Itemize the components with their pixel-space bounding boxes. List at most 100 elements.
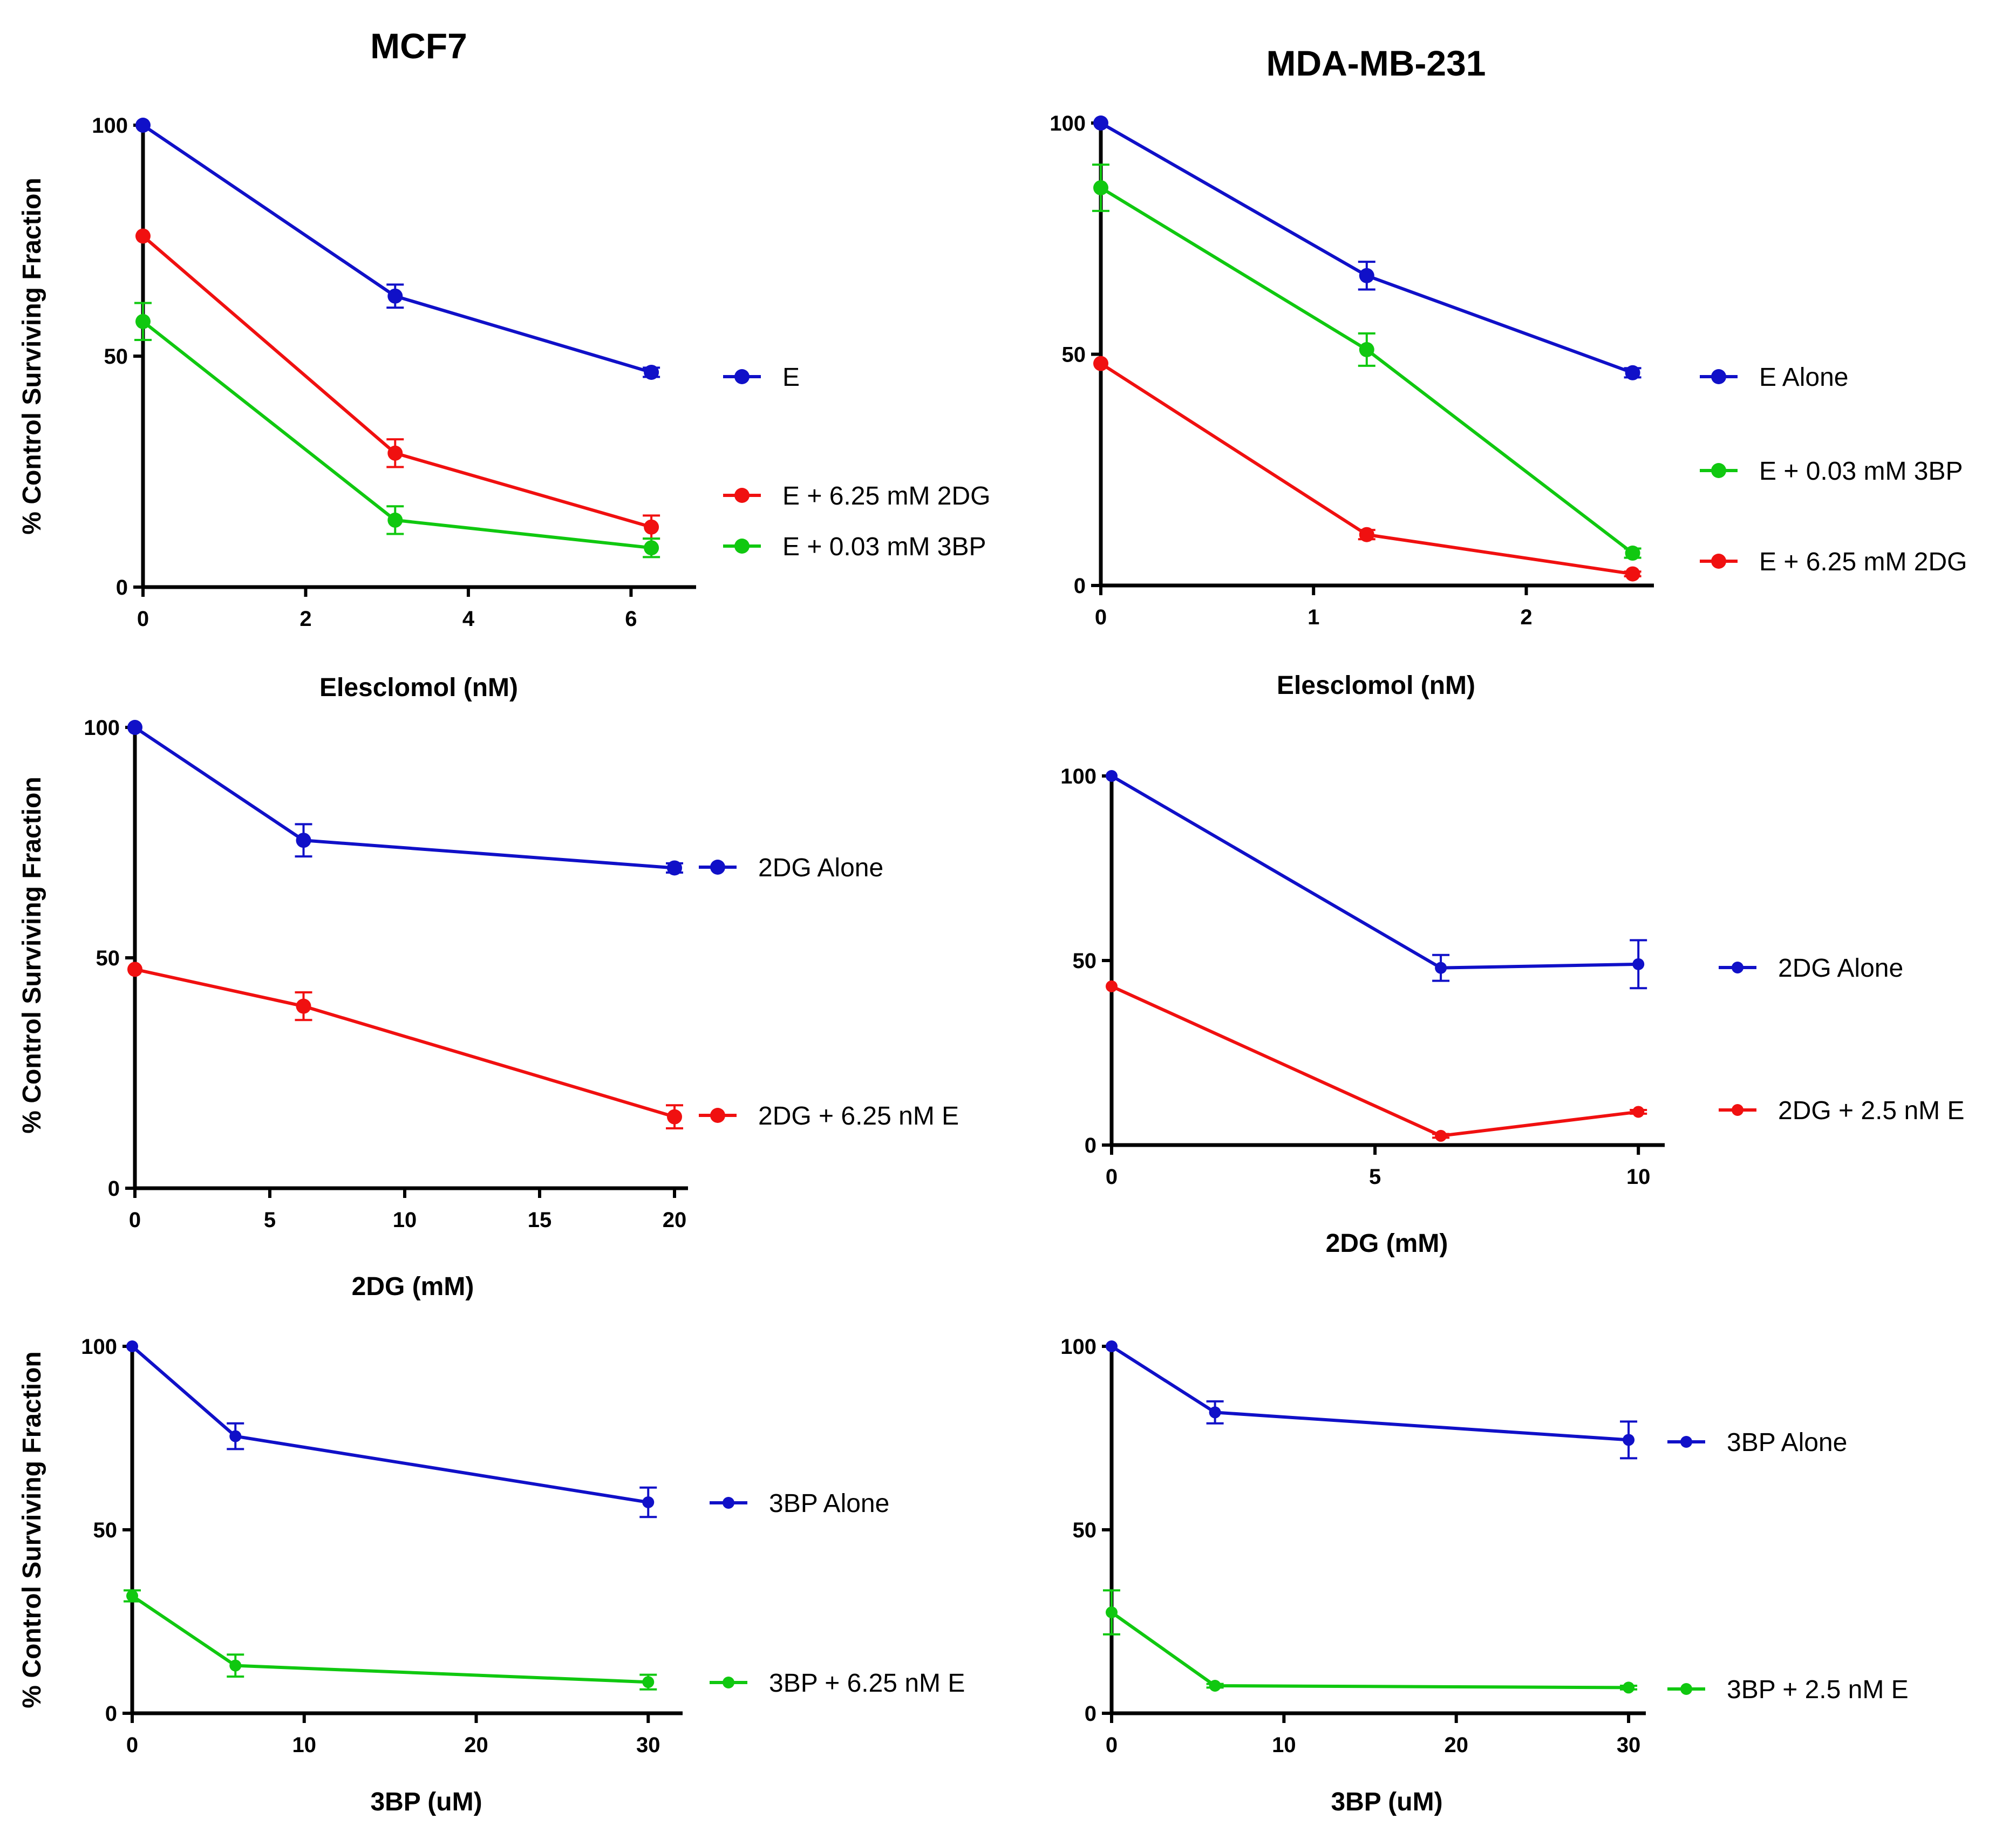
x-tick-label: 0 [126, 1733, 138, 1757]
y-tick-label: 100 [1060, 1335, 1096, 1359]
y-tick-label: 100 [81, 1335, 117, 1359]
legend-marker [1711, 369, 1726, 384]
y-tick-label: 50 [1073, 1518, 1097, 1542]
series-line [1111, 985, 1639, 1138]
y-tick-label: 100 [1050, 112, 1086, 135]
data-point [644, 519, 659, 535]
x-axis-label: 2DG (mM) [352, 1272, 474, 1301]
legend-entry: E [723, 363, 800, 392]
x-tick-label: 5 [264, 1208, 276, 1232]
data-point [1209, 1680, 1221, 1692]
data-point [127, 962, 142, 977]
legend-label: E [782, 363, 800, 392]
series-line [134, 726, 675, 870]
x-tick-label: 2 [299, 607, 311, 631]
x-tick-label: 10 [393, 1208, 417, 1232]
series-green [1092, 164, 1642, 561]
x-tick-label: 0 [129, 1208, 141, 1232]
data-point [126, 1590, 138, 1602]
x-tick-label: 10 [1626, 1165, 1651, 1189]
x-tick-label: 0 [1106, 1733, 1118, 1757]
x-axis-label: Elesclomol (nM) [1277, 671, 1475, 700]
data-point [1359, 527, 1374, 542]
legend-entry: E Alone [1700, 363, 1848, 392]
series-line [1111, 774, 1639, 970]
data-point [1359, 268, 1374, 283]
data-point [1093, 115, 1108, 131]
x-tick-label: 4 [462, 607, 475, 631]
legend-marker [1680, 1683, 1692, 1695]
data-point [387, 445, 403, 461]
chart-panel-top-right: 0 1 2 0 50 100 Elesclomol (nM) E Alone E + 0.03 … [1050, 112, 1967, 700]
x-tick-label: 10 [292, 1733, 317, 1757]
legend-marker [1732, 1104, 1743, 1116]
data-point [135, 118, 151, 133]
x-tick-label: 15 [528, 1208, 552, 1232]
legend-label: E + 6.25 mM 2DG [1759, 548, 1967, 576]
series-red [135, 228, 660, 540]
series-line [131, 1594, 649, 1684]
x-tick-label: 1 [1307, 605, 1319, 629]
legend-entry: E + 6.25 mM 2DG [723, 482, 990, 510]
x-tick-label: 6 [625, 607, 637, 631]
y-tick-label: 50 [1062, 343, 1086, 367]
chart-panel-middle-left: 0 5 10 15 20 0 50 100 2DG (mM) % Control Survivin… [18, 716, 959, 1301]
legend-marker [1680, 1436, 1692, 1448]
x-axis-label: 2DG (mM) [1326, 1229, 1448, 1258]
data-point [1106, 1340, 1118, 1352]
legend-label: 3BP Alone [1727, 1428, 1847, 1457]
y-tick-label: 0 [1085, 1702, 1096, 1726]
data-point [1093, 180, 1108, 195]
data-point [1625, 566, 1640, 582]
legend-marker [723, 1677, 734, 1688]
data-point [644, 364, 659, 380]
x-tick-label: 30 [1617, 1733, 1641, 1757]
legend-entry: 2DG + 2.5 nM E [1719, 1096, 1965, 1125]
legend-marker [734, 369, 750, 384]
data-point [642, 1496, 655, 1508]
y-tick-label: 0 [105, 1702, 117, 1726]
x-axis-label: Elesclomol (nM) [319, 673, 518, 702]
legend-label: E + 0.03 mM 3BP [782, 533, 986, 561]
series-line [134, 968, 675, 1119]
x-tick-label: 20 [1444, 1733, 1468, 1757]
series-red [1093, 356, 1642, 582]
legend-label: 2DG + 2.5 nM E [1778, 1096, 1965, 1125]
series-green [1103, 1589, 1638, 1694]
legend-entry: 3BP + 2.5 nM E [1667, 1675, 1909, 1704]
data-point [387, 288, 403, 304]
data-point [1435, 1129, 1447, 1142]
data-point [1625, 365, 1640, 380]
legend-marker [1732, 962, 1743, 973]
data-point [387, 512, 403, 528]
x-axis-label: 3BP (uM) [370, 1788, 482, 1816]
data-point [229, 1430, 242, 1442]
data-point [229, 1659, 242, 1672]
x-tick-label: 10 [1272, 1733, 1296, 1757]
series-line [142, 124, 652, 374]
series-blue [135, 118, 660, 380]
series-green [124, 1589, 657, 1691]
series-red [127, 962, 683, 1129]
data-point [1632, 1106, 1645, 1118]
x-tick-label: 5 [1369, 1165, 1381, 1189]
series-blue [127, 720, 683, 876]
legend-label: 3BP + 2.5 nM E [1727, 1675, 1909, 1704]
series-line [1100, 362, 1633, 576]
data-point [1632, 958, 1645, 970]
series-green [134, 302, 660, 558]
legend-label: E + 6.25 mM 2DG [782, 482, 990, 510]
y-tick-label: 0 [116, 576, 128, 600]
legend-label: 3BP Alone [769, 1489, 889, 1518]
y-tick-label: 100 [84, 716, 120, 740]
legend-entry: 3BP Alone [1667, 1428, 1847, 1457]
x-tick-label: 0 [1106, 1165, 1118, 1189]
legend-label: 3BP + 6.25 nM E [769, 1669, 965, 1698]
legend-label: 2DG Alone [758, 854, 883, 882]
legend-marker [734, 539, 750, 554]
data-point [1623, 1434, 1635, 1446]
y-tick-label: 0 [1085, 1134, 1096, 1157]
legend-marker [734, 488, 750, 503]
